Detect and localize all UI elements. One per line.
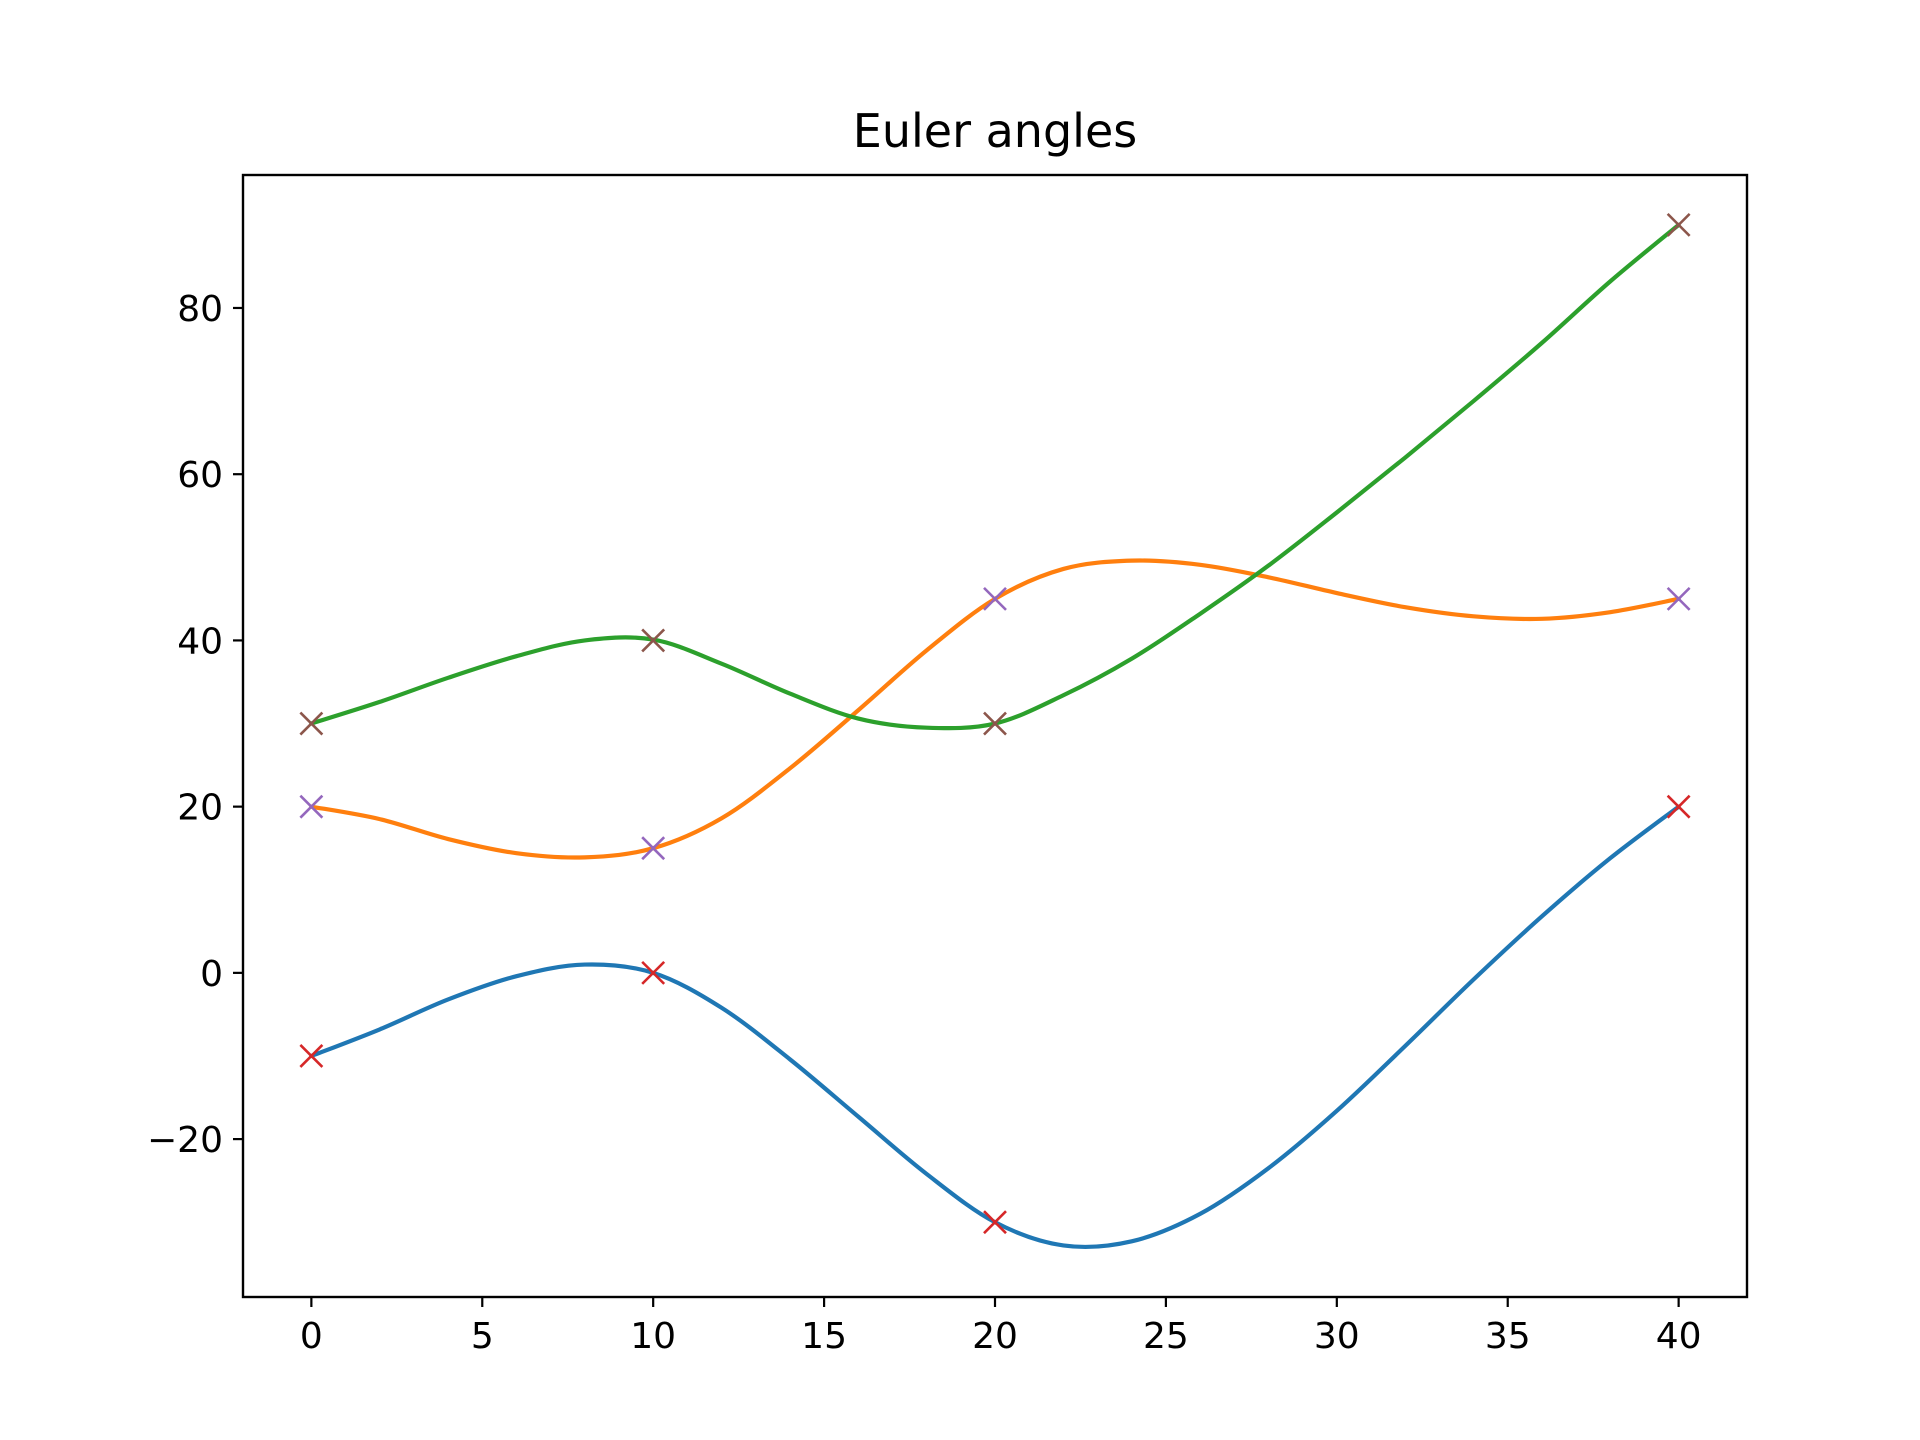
- y-tick-label: 20: [177, 788, 223, 829]
- marker-layer: [299, 212, 1691, 1235]
- y-tick-label: 60: [177, 455, 223, 496]
- series-2-marker: [1666, 586, 1691, 611]
- series-3-marker: [299, 711, 324, 736]
- series-1-marker: [983, 1210, 1007, 1235]
- y-tick-label: −20: [147, 1120, 223, 1161]
- series-3-marker: [983, 711, 1007, 736]
- y-tick-label: 0: [200, 954, 223, 995]
- x-tick-label: 35: [1485, 1316, 1531, 1357]
- x-axis: 0 5 10 15 20 25 30 35 40: [300, 1297, 1702, 1357]
- series-3-marker: [641, 628, 666, 653]
- series-1-marker: [641, 960, 666, 985]
- x-tick-label: 40: [1656, 1316, 1702, 1357]
- x-tick-label: 15: [801, 1316, 847, 1357]
- x-tick-label: 25: [1143, 1316, 1189, 1357]
- y-axis: −20 0 20 40 60 80: [147, 289, 243, 1161]
- series-1-line: [309, 804, 1681, 1250]
- chart-title: Euler angles: [853, 104, 1137, 158]
- y-tick-label: 80: [177, 289, 223, 330]
- series-2-marker: [641, 836, 666, 861]
- x-tick-label: 20: [972, 1316, 1018, 1357]
- series-3-marker: [1666, 212, 1691, 237]
- y-tick-label: 40: [177, 621, 223, 662]
- x-tick-label: 30: [1314, 1316, 1360, 1357]
- series-2-line: [309, 558, 1681, 860]
- series-3-line: [309, 222, 1681, 731]
- series-layer: [309, 222, 1681, 1250]
- series-2-marker: [983, 586, 1007, 611]
- x-tick-label: 5: [471, 1316, 494, 1357]
- series-1-marker: [299, 1044, 324, 1068]
- x-tick-label: 10: [630, 1316, 676, 1357]
- series-2-marker: [299, 794, 324, 819]
- series-1-marker: [1666, 794, 1691, 819]
- x-tick-label: 0: [300, 1316, 323, 1357]
